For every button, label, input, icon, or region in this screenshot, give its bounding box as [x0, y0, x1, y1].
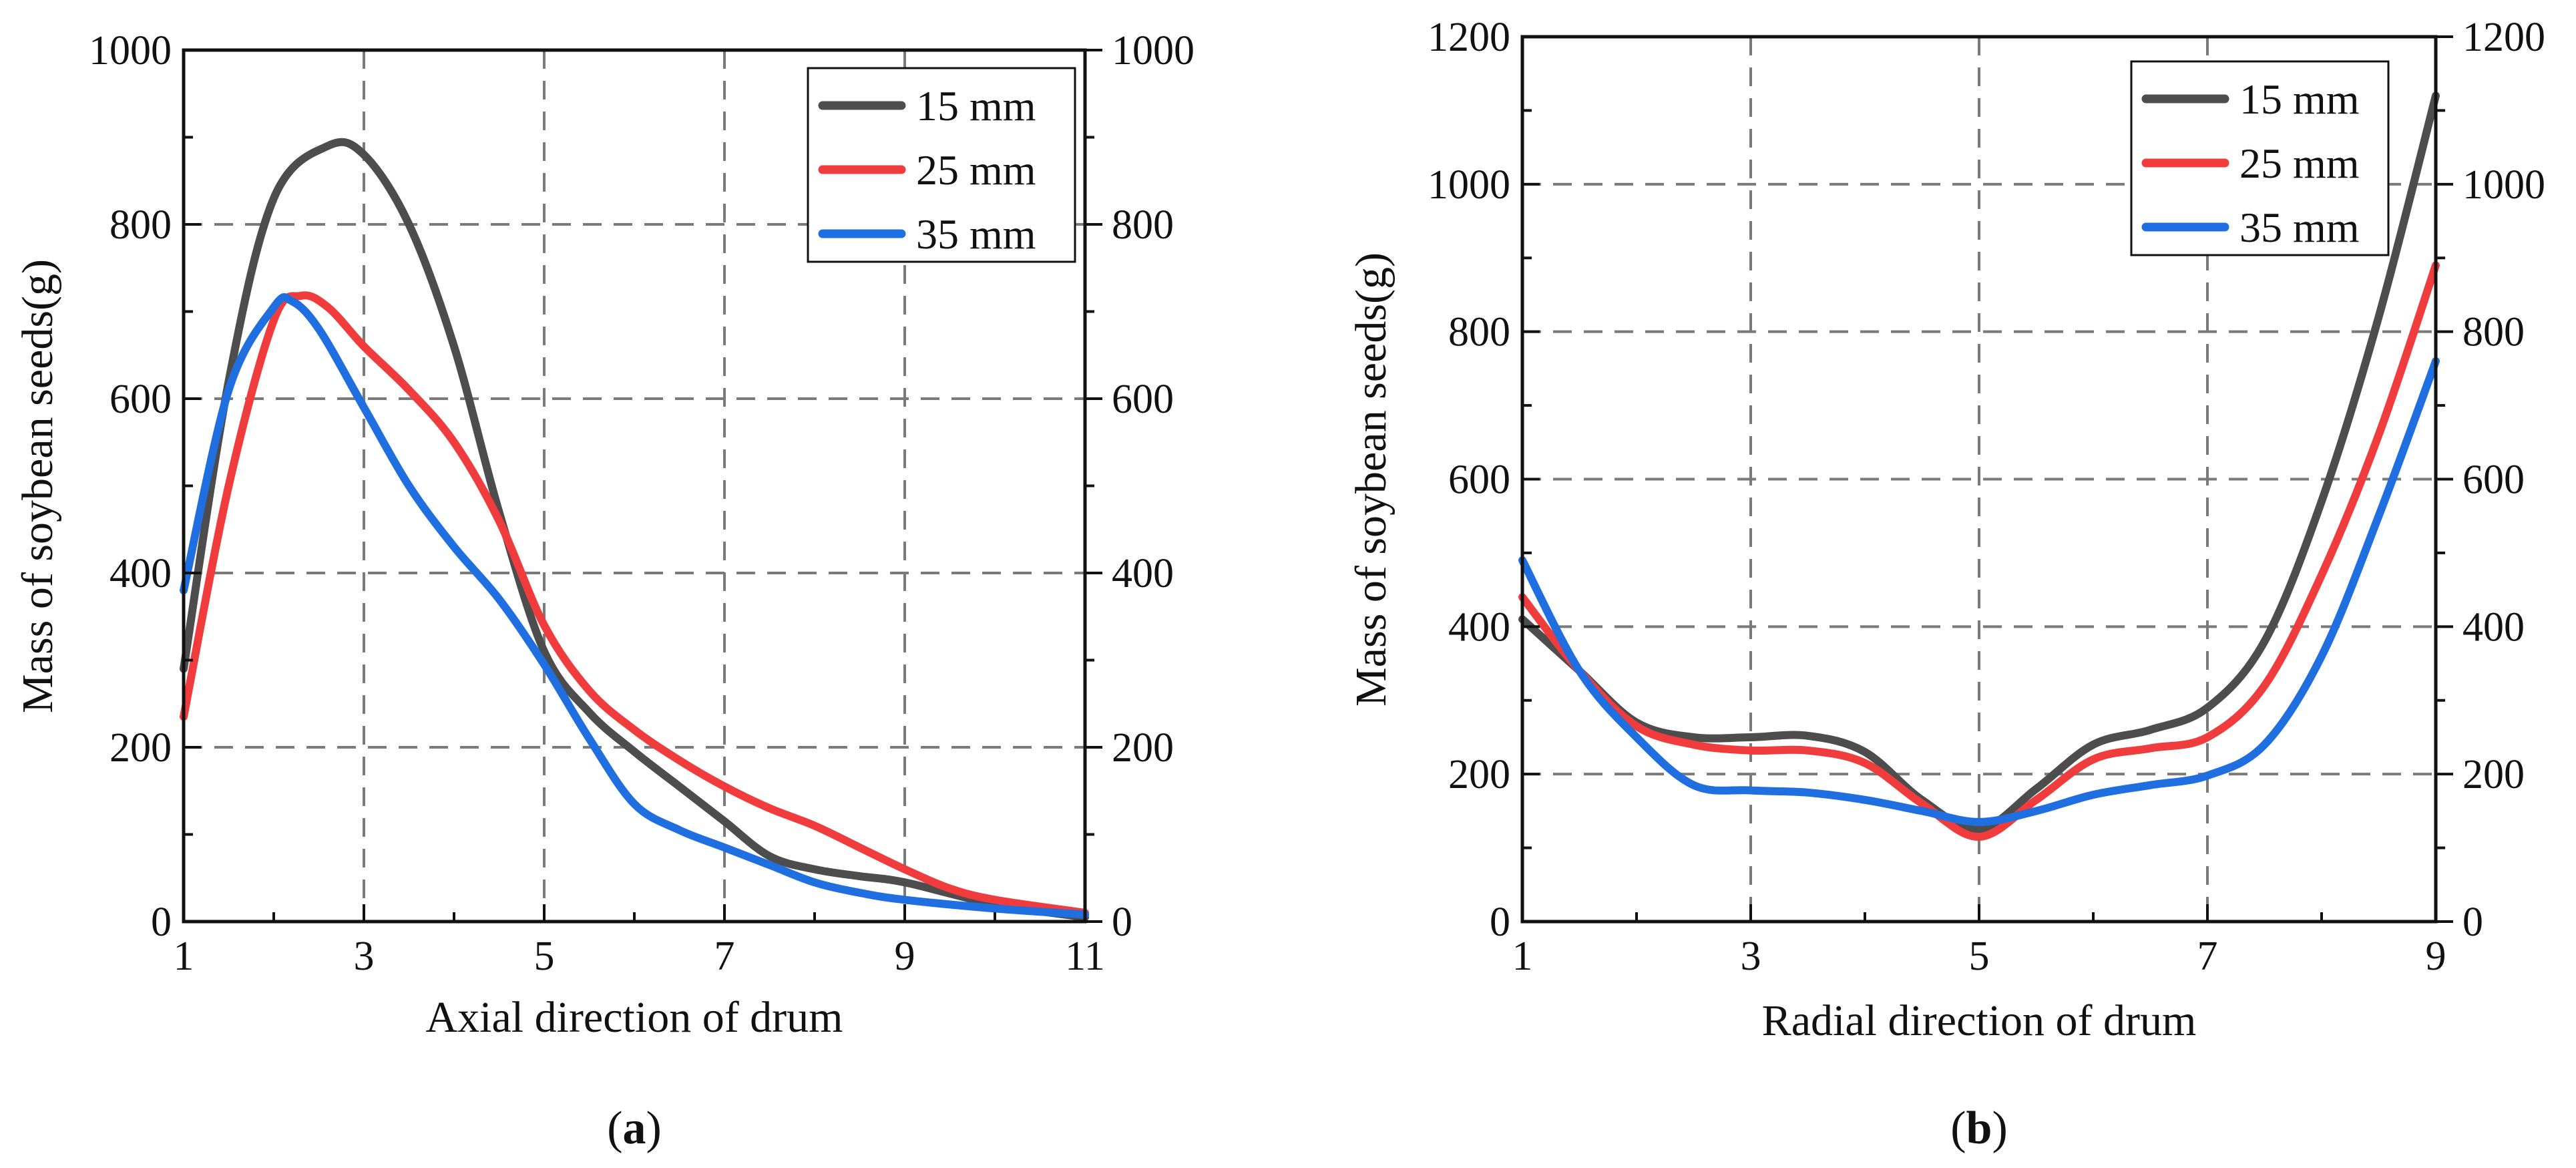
- legend-label-a-2: 35 mm: [916, 210, 1036, 258]
- series-line-b-35mm: [1518, 357, 2440, 826]
- y-axis-title-b: Mass of soybean seeds(g): [1347, 252, 1396, 707]
- series-a: [180, 138, 1089, 922]
- y-tick-label-left-b: 600: [1448, 457, 1510, 503]
- ticks-b: [1521, 35, 2453, 923]
- series-line-a-15mm: [180, 138, 1089, 922]
- y-tick-label-left-b: 800: [1448, 310, 1510, 355]
- x-axis-title-a: Axial direction of drum: [425, 993, 843, 1042]
- y-tick-label-right-a: 200: [1112, 725, 1174, 771]
- y-tick-label-left-a: 200: [110, 725, 172, 771]
- y-tick-label-left-a: 600: [110, 377, 172, 422]
- y-tick-label-left-b: 1200: [1428, 15, 1510, 60]
- legend-a: 15 mm 25 mm 35 mm: [807, 67, 1076, 263]
- y-tick-label-right-b: 1000: [2462, 162, 2545, 208]
- y-tick-label-right-a: 800: [1112, 202, 1174, 248]
- y-tick-label-left-b: 0: [1490, 900, 1510, 945]
- y-tick-label-right-b: 400: [2462, 604, 2525, 650]
- series-line-a-35mm: [180, 293, 1089, 919]
- legend-label-b-2: 35 mm: [2239, 204, 2360, 251]
- legend-b: 15 mm 25 mm 35 mm: [2130, 60, 2390, 256]
- y-tick-label-left-a: 800: [110, 202, 172, 248]
- x-tick-label-a: 1: [174, 934, 194, 979]
- y-tick-label-right-b: 800: [2462, 310, 2525, 355]
- y-tick-label-right-a: 400: [1112, 551, 1174, 596]
- y-tick-label-left-a: 0: [151, 900, 172, 945]
- y-tick-label-left-b: 1000: [1428, 162, 1510, 208]
- ticks-a: [182, 49, 1102, 923]
- x-tick-label-a: 11: [1065, 934, 1105, 979]
- y-tick-label-right-a: 1000: [1112, 28, 1195, 73]
- legend-label-a-1: 25 mm: [916, 146, 1036, 194]
- x-tick-label-a: 9: [895, 934, 915, 979]
- y-tick-label-right-b: 600: [2462, 457, 2525, 503]
- panel-letter-b: b: [1966, 1103, 1992, 1154]
- series-b: [1518, 91, 2440, 841]
- x-tick-label-a: 5: [534, 934, 555, 979]
- x-tick-label-b: 3: [1741, 934, 1761, 979]
- y-tick-label-left-b: 200: [1448, 752, 1510, 797]
- legend-label-b-1: 25 mm: [2239, 140, 2360, 187]
- panel-caption-b: (b): [1950, 1103, 2008, 1154]
- y-tick-label-right-b: 1200: [2462, 15, 2545, 60]
- y-tick-label-right-a: 0: [1112, 900, 1132, 945]
- x-tick-label-b: 9: [2426, 934, 2446, 979]
- y-tick-label-left-a: 1000: [89, 28, 172, 73]
- panel-caption-a: (a): [607, 1103, 662, 1154]
- series-line-a-25mm: [180, 291, 1089, 917]
- y-axis-title-a: Mass of soybean seeds(g): [13, 259, 62, 713]
- x-tick-label-a: 7: [714, 934, 735, 979]
- y-tick-label-left-a: 400: [110, 551, 172, 596]
- y-tick-label-left-b: 400: [1448, 604, 1510, 650]
- y-tick-label-right-b: 0: [2462, 900, 2483, 945]
- x-tick-label-b: 5: [1969, 934, 1990, 979]
- y-tick-label-right-a: 600: [1112, 377, 1174, 422]
- series-line-b-15mm: [1518, 91, 2440, 834]
- y-tick-label-right-b: 200: [2462, 752, 2525, 797]
- panel-letter-a: a: [623, 1103, 646, 1154]
- legend-label-a-0: 15 mm: [916, 82, 1036, 130]
- x-tick-label-b: 1: [1512, 934, 1533, 979]
- x-tick-label-b: 7: [2197, 934, 2218, 979]
- x-tick-label-a: 3: [354, 934, 375, 979]
- legend-label-b-0: 15 mm: [2239, 75, 2360, 123]
- x-axis-title-b: Radial direction of drum: [1762, 996, 2197, 1045]
